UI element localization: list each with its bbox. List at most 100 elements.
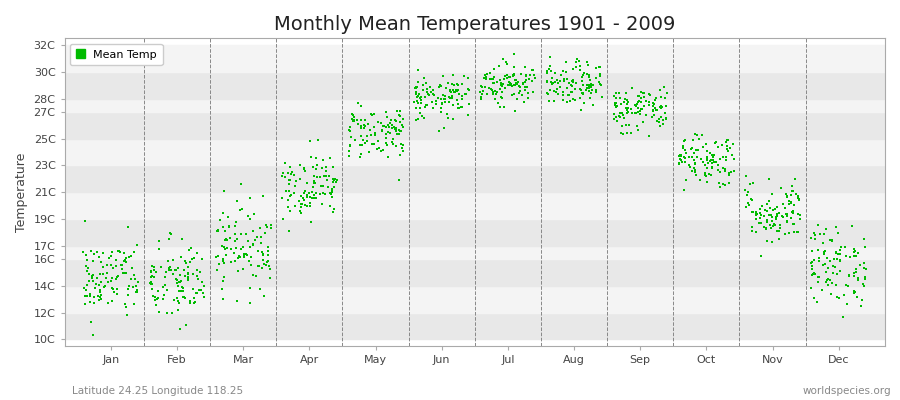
Point xyxy=(274,173,289,179)
Point xyxy=(260,224,274,230)
Point xyxy=(325,186,339,193)
Point xyxy=(458,91,473,98)
Point xyxy=(580,62,595,68)
Point xyxy=(759,226,773,232)
Point xyxy=(496,80,510,87)
Point xyxy=(707,140,722,146)
Point xyxy=(562,80,577,86)
Point xyxy=(581,84,596,91)
Point xyxy=(678,147,692,153)
Point xyxy=(498,73,512,80)
Point xyxy=(253,225,267,231)
Point xyxy=(452,105,466,111)
Point xyxy=(442,94,456,100)
Point xyxy=(219,252,233,259)
Point xyxy=(497,76,511,82)
Point xyxy=(222,222,237,229)
Point xyxy=(147,267,161,273)
Point xyxy=(410,83,424,90)
Point xyxy=(315,182,329,189)
Point xyxy=(542,66,556,72)
Point xyxy=(219,236,233,243)
Point xyxy=(85,273,99,280)
Point xyxy=(94,289,108,295)
Point xyxy=(217,260,231,266)
Point xyxy=(824,279,839,286)
Point xyxy=(451,82,465,88)
Point xyxy=(829,250,843,256)
Point xyxy=(580,59,594,65)
Point xyxy=(857,236,871,242)
Point xyxy=(426,104,440,111)
Point xyxy=(161,258,176,264)
Point xyxy=(394,145,409,151)
Point xyxy=(776,200,790,207)
Point xyxy=(706,154,720,160)
Point xyxy=(426,87,440,94)
Point xyxy=(540,79,554,85)
Point xyxy=(767,221,781,227)
Point xyxy=(446,82,461,88)
Point xyxy=(579,87,593,93)
Point xyxy=(574,74,589,80)
Point xyxy=(385,139,400,145)
Point xyxy=(230,198,245,204)
Point xyxy=(444,89,458,95)
Point xyxy=(435,100,449,106)
Point xyxy=(523,72,537,78)
Point xyxy=(703,158,717,164)
Point xyxy=(506,73,520,80)
Point xyxy=(418,94,432,100)
Point xyxy=(300,191,314,198)
Point xyxy=(738,172,752,179)
Point xyxy=(231,252,246,259)
Point xyxy=(699,153,714,160)
Point xyxy=(143,274,157,280)
Point xyxy=(633,108,647,114)
Point xyxy=(212,261,226,268)
Point xyxy=(436,73,450,80)
Point xyxy=(430,95,445,101)
Point xyxy=(762,205,777,211)
Point xyxy=(689,132,704,138)
Point xyxy=(325,194,339,200)
Point xyxy=(594,94,608,100)
Point xyxy=(236,244,250,250)
Point xyxy=(821,265,835,272)
Point xyxy=(474,83,489,90)
Point xyxy=(248,272,263,279)
Point xyxy=(313,174,328,180)
Point xyxy=(283,177,297,183)
Point xyxy=(550,76,564,83)
Point xyxy=(653,94,668,100)
Point xyxy=(830,294,844,300)
Point xyxy=(77,301,92,307)
Point xyxy=(791,229,806,236)
Point xyxy=(162,236,176,242)
Point xyxy=(625,85,639,91)
Point xyxy=(593,72,608,79)
Point xyxy=(345,111,359,118)
Point xyxy=(357,125,372,132)
Point xyxy=(173,325,187,332)
Point xyxy=(302,137,317,144)
Point xyxy=(353,142,367,148)
Point xyxy=(544,80,559,86)
Point xyxy=(122,292,136,298)
Point xyxy=(806,257,821,264)
Point xyxy=(642,91,656,97)
Point xyxy=(480,91,494,98)
Point xyxy=(792,196,806,202)
Point xyxy=(619,107,634,113)
Point xyxy=(417,75,431,81)
Point xyxy=(554,84,568,90)
Point xyxy=(487,66,501,72)
Point xyxy=(494,94,508,100)
Point xyxy=(785,209,799,216)
Point xyxy=(324,191,338,197)
Point xyxy=(179,322,194,328)
Point xyxy=(752,215,767,222)
Point xyxy=(482,85,497,91)
Point xyxy=(186,271,201,277)
Point xyxy=(642,102,656,109)
